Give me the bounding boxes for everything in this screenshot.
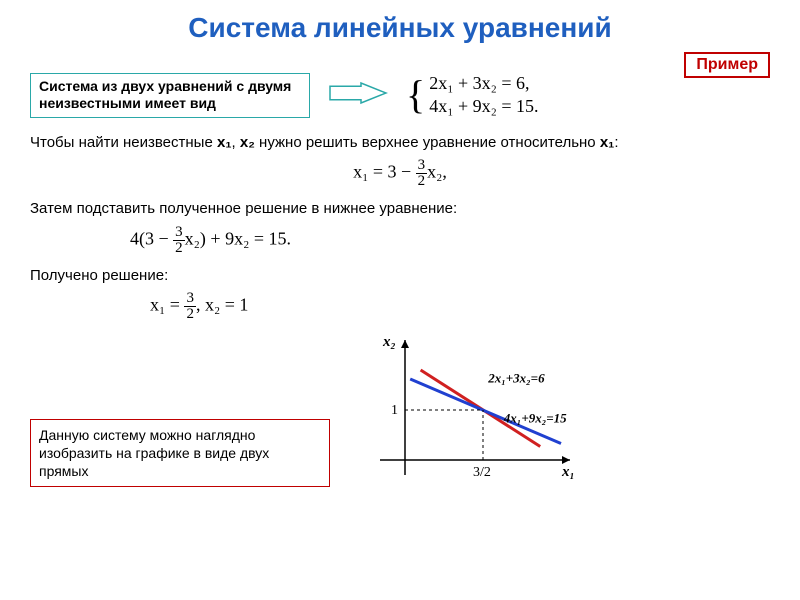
equation-c: x₁ = 32, x₂ = 1	[150, 291, 770, 322]
system-description-box: Система из двух уравнений с двумя неизве…	[30, 73, 310, 118]
arrow-icon	[328, 81, 388, 110]
step2-text: Затем подставить полученное решение в ни…	[30, 199, 770, 219]
example-badge: Пример	[684, 52, 770, 78]
svg-text:2x₁+3x₂=6: 2x₁+3x₂=6	[487, 371, 545, 386]
svg-text:1: 1	[391, 403, 398, 418]
svg-text:x₁: x₁	[561, 464, 575, 480]
equation-a: x₁ = 3 − 32x₂,	[30, 158, 770, 189]
step1-text: Чтобы найти неизвестные x₁, x₂ нужно реш…	[30, 133, 770, 153]
svg-text:4x₁+9x₂=15: 4x₁+9x₂=15	[503, 411, 567, 426]
system-eq-2: 4x₁ + 9x₂ = 15.	[429, 95, 538, 118]
chart: 1 3/2 x₁ x₂ 2x₁+3x₂=6 4x₁+9x₂=15	[350, 332, 580, 487]
svg-text:3/2: 3/2	[473, 465, 491, 480]
equation-b: 4(3 − 32x₂) + 9x₂ = 15.	[130, 225, 770, 256]
step3-text: Получено решение:	[30, 266, 770, 286]
page-title: Система линейных уравнений	[30, 12, 770, 44]
system-eq-1: 2x₁ + 3x₂ = 6,	[429, 72, 538, 95]
bottom-row: Данную систему можно наглядно изобразить…	[30, 332, 770, 487]
svg-text:x₂: x₂	[382, 334, 396, 350]
graph-description-box: Данную систему можно наглядно изобразить…	[30, 419, 330, 488]
intro-row: Система из двух уравнений с двумя неизве…	[30, 72, 770, 119]
equation-system: { 2x₁ + 3x₂ = 6, 4x₁ + 9x₂ = 15.	[406, 72, 539, 119]
